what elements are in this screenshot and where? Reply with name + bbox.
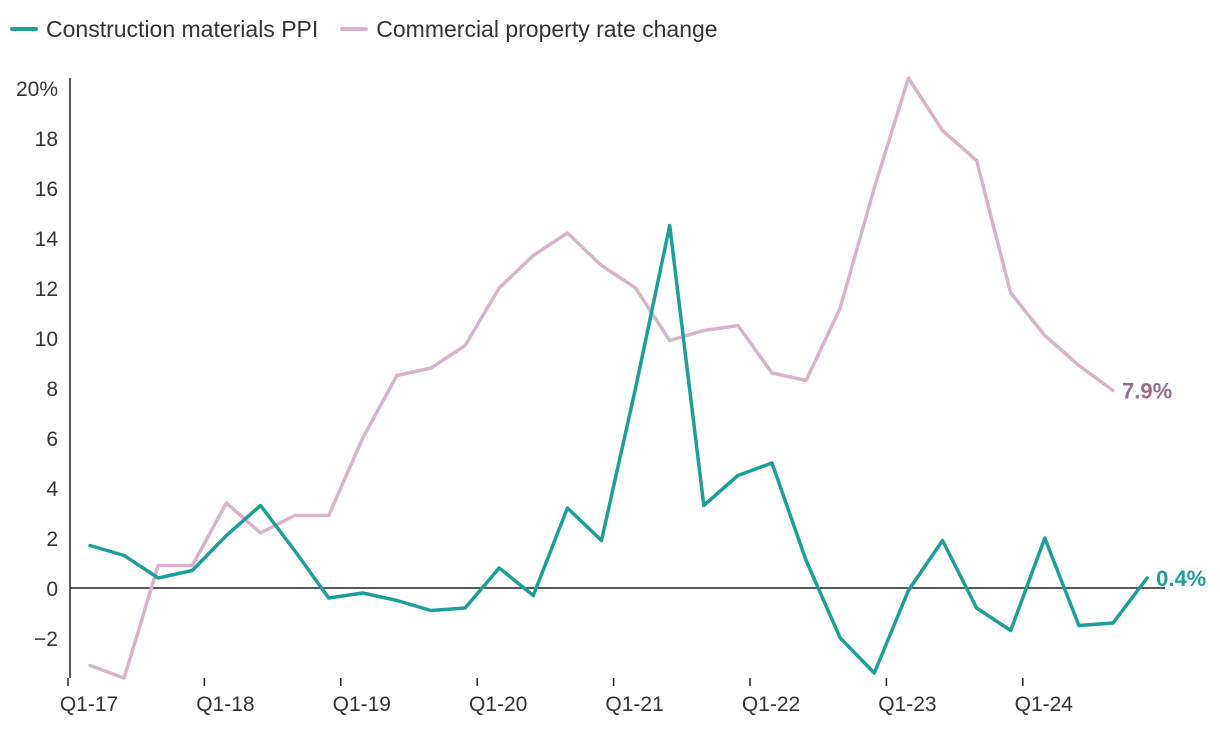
y-tick-label: 8: [46, 378, 58, 401]
labels-layer: 7.9% 0.4%: [1122, 379, 1206, 592]
x-tick-label: Q1-18: [196, 693, 254, 716]
y-tick-label: 18: [35, 128, 58, 151]
x-tick-label: Q1-21: [605, 693, 663, 716]
legend-item-construction[interactable]: Construction materials PPI: [10, 16, 318, 43]
end-label-construction-ppi: 0.4%: [1156, 566, 1206, 591]
y-tick-label: 0: [46, 578, 58, 601]
y-tick-label: 16: [35, 178, 58, 201]
x-tick-label: Q1-20: [469, 693, 527, 716]
axes: 20% 18 16 14 12 10 8 6 4 2 0 −2 Q1-17 Q1-18 Q1-19 Q1-20…: [16, 78, 1165, 716]
x-tick-label: Q1-23: [878, 693, 936, 716]
x-tick-label: Q1-19: [333, 693, 391, 716]
end-label-commercial-property: 7.9%: [1122, 379, 1172, 404]
x-tick-label: Q1-22: [742, 693, 800, 716]
y-tick-label: −2: [34, 628, 58, 651]
y-tick-label: 6: [46, 428, 58, 451]
legend: Construction materials PPI Commercial pr…: [10, 14, 740, 44]
series-line-commercial-property: [88, 76, 1115, 680]
y-tick-label: 12: [35, 278, 58, 301]
x-tick-label: Q1-17: [60, 693, 118, 716]
series-layer: [88, 76, 1149, 680]
y-tick-label: 20%: [16, 78, 58, 101]
y-tick-label: 4: [46, 478, 58, 501]
y-tick-label: 14: [35, 228, 59, 251]
legend-label-commercial: Commercial property rate change: [376, 15, 718, 42]
legend-swatch-commercial: [340, 27, 369, 31]
legend-label-construction: Construction materials PPI: [46, 15, 319, 42]
x-tick-label: Q1-24: [1015, 693, 1074, 716]
y-tick-label: 10: [35, 328, 58, 351]
y-tick-label: 2: [46, 528, 58, 551]
series-line-construction-ppi: [88, 223, 1149, 675]
legend-swatch-construction: [10, 27, 38, 31]
legend-item-commercial[interactable]: Commercial property rate change: [340, 15, 718, 43]
